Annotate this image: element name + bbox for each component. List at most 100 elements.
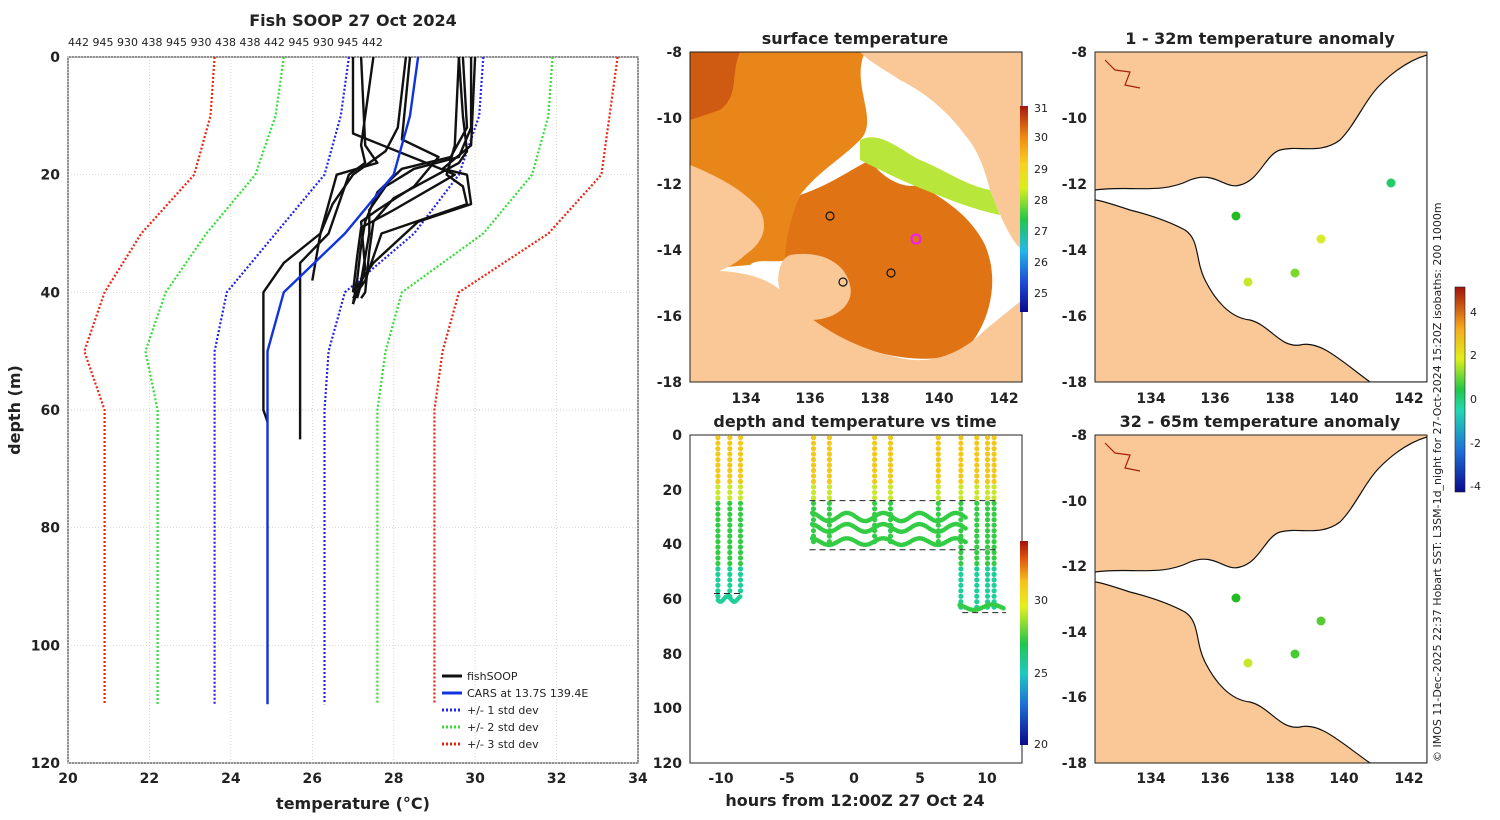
cast-sample (887, 489, 894, 495)
map-ytick: -10 (1062, 494, 1088, 510)
cast-sample (826, 451, 833, 457)
cast-sample (935, 500, 941, 506)
cast-sample (958, 440, 964, 446)
sst-cbar-tick: 26 (1034, 256, 1048, 269)
track-sample (737, 594, 743, 599)
dt-xtick: 10 (977, 771, 997, 787)
dt-xtick: -10 (708, 771, 734, 787)
map-xtick: 138 (860, 391, 889, 407)
cast-sample (737, 495, 744, 501)
anom-shallow-point (1316, 234, 1326, 244)
anomaly-colorbar (1454, 286, 1466, 493)
cast-sample (974, 440, 980, 446)
map-ytick: -18 (657, 375, 682, 391)
map-ytick: -18 (1062, 375, 1087, 391)
cast-sample (826, 533, 833, 539)
cast-sample (727, 571, 733, 578)
cast-sample (991, 484, 997, 490)
cast-sample (727, 528, 733, 534)
cast-sample (715, 484, 721, 490)
cast-sample (737, 566, 744, 572)
profile-ytick: 20 (41, 168, 61, 184)
cast-sample (727, 555, 733, 561)
cast-sample (984, 577, 991, 583)
profile-ytick: 60 (41, 403, 61, 419)
profile-x-ticks: 20 22 24 26 28 30 32 34 (58, 771, 648, 787)
dt-ytick: 120 (653, 756, 682, 772)
profile-xtick: 24 (221, 771, 241, 787)
cast-sample (958, 566, 964, 572)
cast-sample (872, 467, 878, 474)
cast-sample (826, 489, 833, 495)
cast-sample (715, 582, 721, 588)
depth-time-panel: depth and temperature vs time -10 -5 0 5… (653, 412, 1048, 810)
cast-sample (872, 506, 878, 512)
cast-sample (887, 435, 894, 441)
cast-sample (958, 582, 964, 588)
cast-sample (974, 544, 980, 550)
cast-sample (991, 517, 997, 523)
cast-sample (974, 495, 980, 501)
anom-shallow-point (1386, 178, 1396, 188)
cast-sample (737, 467, 744, 474)
profile-panel: Fish SOOP 27 Oct 2024 442 945 930 438 94… (5, 11, 648, 813)
map-ytick: -16 (1062, 309, 1087, 325)
cast-sample (737, 582, 744, 588)
cast-sample (974, 533, 980, 539)
cast-sample (737, 528, 744, 534)
fishsoop-profile (355, 57, 440, 299)
sst-cool-band (860, 137, 1000, 215)
dt-xtick: 0 (849, 771, 859, 787)
legend-label-cars: CARS at 13.7S 139.4E (467, 687, 588, 700)
cast-sample (826, 495, 833, 501)
cast-sample (826, 462, 833, 468)
cast-sample (974, 582, 980, 588)
cast-sample (984, 571, 991, 578)
map-xtick: 134 (731, 391, 760, 407)
cast-sample (984, 544, 991, 550)
cast-sample (958, 467, 964, 474)
cast-sample (737, 478, 744, 485)
cast-sample (958, 549, 964, 556)
legend-label-std1: +/- 1 std dev (467, 704, 539, 717)
map-ytick: -10 (657, 111, 683, 127)
profile-lines (83, 57, 619, 705)
cast-sample (887, 495, 894, 501)
anomaly-colorbar-group: 4 2 0 -2 -4 (1454, 286, 1481, 493)
cast-sample (810, 495, 817, 501)
cast-sample (737, 511, 744, 517)
anom-deep-sea (1095, 436, 1427, 763)
cast-sample (935, 473, 941, 479)
cast-sample (991, 440, 997, 446)
cast-sample (727, 500, 733, 506)
sst-cbar-tick: 30 (1034, 131, 1048, 144)
dt-ytick: 60 (663, 592, 683, 608)
cast-sample (974, 560, 980, 567)
cast-sample (991, 566, 997, 572)
cast-sample (935, 467, 941, 474)
fishsoop-profile (352, 57, 477, 293)
cast-sample (872, 462, 878, 468)
cast-sample (715, 549, 721, 556)
cast-sample (991, 549, 997, 556)
cast-sample (935, 451, 941, 457)
cast-sample (958, 506, 964, 512)
cast-sample (872, 489, 878, 495)
cast-sample (727, 495, 733, 501)
cast-sample (958, 435, 964, 441)
anom-shallow-river (1104, 59, 1141, 89)
cast-sample (991, 478, 997, 485)
depth-time-tracks (713, 435, 1007, 614)
cast-sample (991, 533, 997, 539)
cast-sample (991, 495, 997, 501)
map-xtick: 136 (1200, 391, 1229, 407)
cast-sample (974, 446, 980, 452)
cast-sample (715, 511, 721, 517)
dt-ytick: 80 (663, 647, 683, 663)
cast-sample (935, 484, 941, 490)
map-xtick: 134 (1136, 391, 1165, 407)
cast-sample (715, 544, 721, 550)
map-ytick: -8 (1071, 428, 1087, 444)
sst-land-peninsula (690, 165, 851, 321)
profile-legend: fishSOOP CARS at 13.7S 139.4E +/- 1 std … (442, 670, 588, 751)
